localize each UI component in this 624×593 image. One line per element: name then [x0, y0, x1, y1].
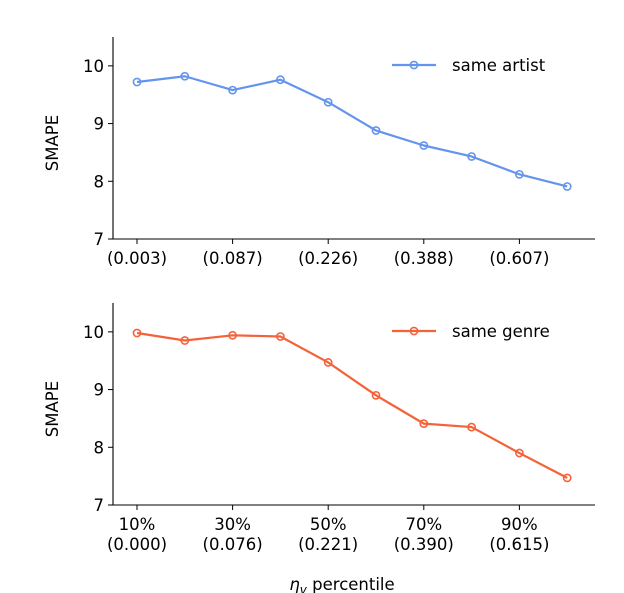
- y-tick-label: 7: [94, 496, 105, 515]
- legend-marker: [409, 326, 419, 336]
- y-axis-label: SMAPE: [43, 381, 62, 437]
- data-point: [275, 332, 285, 341]
- data-point: [467, 152, 476, 161]
- data-point: [467, 422, 476, 432]
- data-point: [419, 141, 429, 150]
- x-tick-label: 90% (0.615): [489, 515, 549, 554]
- data-point: [228, 330, 237, 340]
- data-point: [371, 126, 381, 135]
- x-axis-label: ηv percentile: [289, 575, 394, 593]
- series-line: [136, 75, 568, 188]
- data-point: [132, 328, 142, 338]
- data-point: [228, 85, 237, 95]
- y-tick-label: 8: [94, 172, 105, 191]
- x-tick-label: (0.388): [394, 249, 454, 268]
- chart-panel-1: 7 8 9 10 SMAPE (0.003) (0.087) (0.226) (0.388) (0…: [43, 37, 595, 268]
- x-tick-label: 70% (0.390): [394, 515, 454, 554]
- data-point: [419, 419, 429, 429]
- data-point: [562, 182, 572, 191]
- legend-label: same artist: [452, 56, 546, 75]
- data-point: [323, 358, 333, 367]
- y-axis-label: SMAPE: [43, 115, 62, 171]
- data-point: [132, 77, 142, 87]
- data-point: [515, 169, 524, 179]
- x-tick-label: (0.607): [489, 249, 549, 268]
- y-tick-label: 9: [94, 115, 105, 134]
- y-tick-label: 10: [83, 323, 104, 342]
- y-tick-label: 9: [94, 381, 105, 400]
- data-point: [515, 448, 524, 458]
- y-tick-label: 8: [94, 438, 105, 457]
- x-tick-label: 10% (0.000): [107, 515, 167, 554]
- chart-panel-2: 7 8 9 10 SMAPE 10% (0.000) 30% (0.076) 50% (0.221)…: [43, 303, 595, 593]
- x-tick-label: 50% (0.221): [298, 515, 358, 554]
- y-tick-label: 7: [94, 230, 105, 249]
- data-point: [371, 390, 381, 400]
- series-line: [136, 331, 568, 479]
- x-tick-label: (0.003): [107, 249, 167, 268]
- y-tick-label: 10: [83, 57, 104, 76]
- data-point: [275, 75, 285, 85]
- data-point: [180, 71, 190, 81]
- x-tick-label: (0.226): [298, 249, 358, 268]
- data-point: [180, 336, 190, 345]
- x-tick-label: (0.087): [203, 249, 263, 268]
- legend-label: same genre: [452, 322, 550, 341]
- data-point: [323, 97, 333, 107]
- legend-marker: [409, 60, 419, 70]
- data-point: [562, 473, 572, 483]
- x-tick-label: 30% (0.076): [203, 515, 263, 554]
